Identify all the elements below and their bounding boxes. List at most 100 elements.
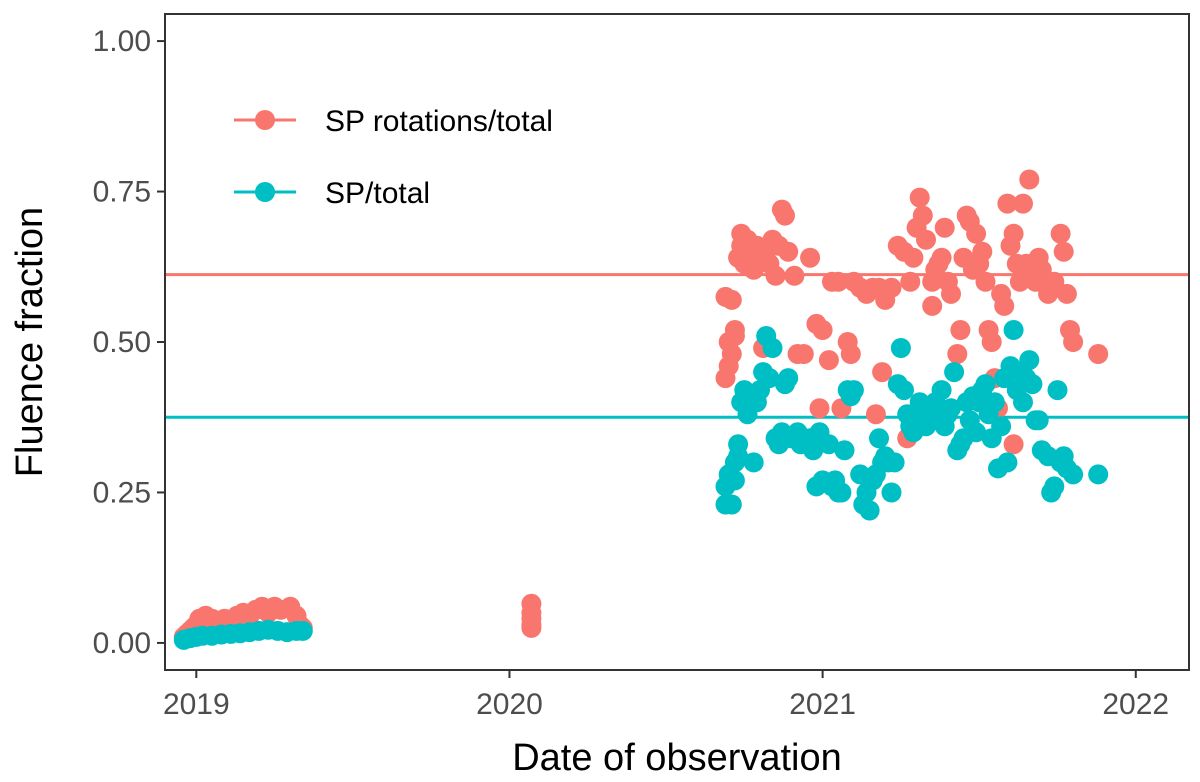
point-series-1 bbox=[1003, 320, 1024, 340]
point-series-1 bbox=[991, 416, 1012, 437]
point-series-1 bbox=[831, 482, 852, 503]
point-series-0 bbox=[1053, 241, 1074, 262]
point-series-0 bbox=[903, 247, 924, 268]
data-points bbox=[173, 169, 1109, 650]
x-axis: 2019 2020 2021 2022 bbox=[163, 670, 1169, 721]
y-tick-label: 0.00 bbox=[93, 627, 151, 660]
point-series-0 bbox=[1031, 259, 1052, 280]
point-series-1 bbox=[941, 398, 961, 419]
point-series-1 bbox=[966, 422, 987, 443]
point-series-0 bbox=[934, 217, 955, 238]
point-series-0 bbox=[775, 205, 795, 226]
legend-marker-sp-rotations bbox=[255, 110, 275, 130]
point-series-0 bbox=[724, 326, 745, 346]
point-series-0 bbox=[778, 241, 799, 262]
y-tick-label: 0.75 bbox=[93, 176, 151, 209]
point-series-0 bbox=[922, 295, 943, 316]
point-series-0 bbox=[900, 271, 921, 292]
point-series-1 bbox=[931, 380, 952, 401]
legend-label-sp-rotations: SP rotations/total bbox=[325, 105, 553, 138]
point-series-0 bbox=[872, 362, 893, 383]
point-series-0 bbox=[721, 344, 742, 364]
point-series-1 bbox=[890, 338, 911, 358]
point-series-0 bbox=[784, 265, 805, 286]
point-series-0 bbox=[947, 344, 968, 364]
point-series-0 bbox=[721, 289, 742, 310]
legend-marker-sp-total bbox=[255, 182, 275, 202]
point-series-0 bbox=[812, 320, 833, 340]
point-series-1 bbox=[843, 380, 864, 401]
point-series-0 bbox=[975, 271, 996, 292]
point-series-1 bbox=[1013, 392, 1033, 413]
point-series-0 bbox=[966, 223, 987, 244]
point-series-0 bbox=[931, 247, 952, 268]
point-series-0 bbox=[981, 332, 1002, 352]
y-tick-label: 0.25 bbox=[93, 476, 151, 509]
point-series-0 bbox=[521, 617, 542, 638]
point-series-0 bbox=[941, 283, 961, 304]
point-series-1 bbox=[859, 500, 880, 521]
point-series-0 bbox=[818, 350, 839, 371]
point-series-0 bbox=[881, 277, 902, 298]
legend-label-sp-total: SP/total bbox=[325, 177, 430, 210]
point-series-0 bbox=[828, 271, 849, 292]
point-series-1 bbox=[975, 374, 996, 395]
x-tick-label: 2019 bbox=[163, 688, 230, 721]
point-series-0 bbox=[1019, 169, 1040, 190]
point-series-0 bbox=[916, 229, 936, 250]
point-series-1 bbox=[762, 338, 783, 358]
point-series-1 bbox=[728, 434, 749, 455]
point-series-1 bbox=[1088, 464, 1109, 485]
point-series-0 bbox=[950, 320, 971, 340]
point-series-0 bbox=[1088, 344, 1109, 364]
point-series-1 bbox=[818, 434, 839, 455]
y-tick-label: 1.00 bbox=[93, 25, 151, 58]
point-series-0 bbox=[800, 247, 821, 268]
point-series-1 bbox=[1063, 464, 1084, 485]
x-axis-title: Date of observation bbox=[512, 737, 842, 779]
point-series-1 bbox=[743, 452, 764, 473]
point-series-1 bbox=[997, 452, 1018, 473]
point-series-1 bbox=[721, 494, 742, 515]
point-series-1 bbox=[894, 380, 914, 401]
y-tick-label: 0.50 bbox=[93, 326, 151, 359]
point-series-0 bbox=[1050, 223, 1071, 244]
point-series-0 bbox=[912, 205, 933, 226]
point-series-1 bbox=[1044, 476, 1065, 497]
point-series-1 bbox=[759, 368, 780, 389]
point-series-0 bbox=[997, 193, 1018, 214]
plot-background bbox=[165, 14, 1189, 670]
point-series-0 bbox=[809, 398, 830, 419]
point-series-0 bbox=[1063, 332, 1084, 352]
legend: SP rotations/total SP/total bbox=[234, 105, 553, 210]
point-series-0 bbox=[840, 344, 861, 364]
point-series-0 bbox=[765, 265, 786, 286]
x-tick-label: 2020 bbox=[476, 688, 543, 721]
point-series-1 bbox=[292, 620, 313, 641]
y-axis-title: Fluence fraction bbox=[9, 207, 51, 477]
point-series-0 bbox=[1003, 223, 1024, 244]
point-series-1 bbox=[724, 470, 745, 491]
point-series-1 bbox=[1022, 374, 1043, 395]
point-series-0 bbox=[1056, 283, 1077, 304]
y-axis: 0.00 0.25 0.50 0.75 1.00 bbox=[93, 25, 165, 660]
point-series-1 bbox=[803, 440, 824, 461]
point-series-1 bbox=[778, 368, 799, 389]
point-series-1 bbox=[944, 362, 965, 383]
x-tick-label: 2022 bbox=[1102, 688, 1169, 721]
point-series-1 bbox=[1047, 380, 1068, 401]
point-series-0 bbox=[994, 295, 1015, 316]
point-series-1 bbox=[869, 428, 889, 449]
point-series-1 bbox=[834, 440, 855, 461]
point-series-1 bbox=[1028, 410, 1049, 431]
point-series-1 bbox=[1019, 350, 1040, 371]
point-series-0 bbox=[793, 344, 814, 364]
point-series-0 bbox=[1013, 193, 1033, 214]
point-series-1 bbox=[884, 452, 905, 473]
point-series-0 bbox=[1044, 271, 1065, 292]
point-series-0 bbox=[865, 404, 886, 425]
x-tick-label: 2021 bbox=[789, 688, 856, 721]
point-series-0 bbox=[1003, 434, 1024, 455]
point-series-0 bbox=[909, 187, 930, 208]
